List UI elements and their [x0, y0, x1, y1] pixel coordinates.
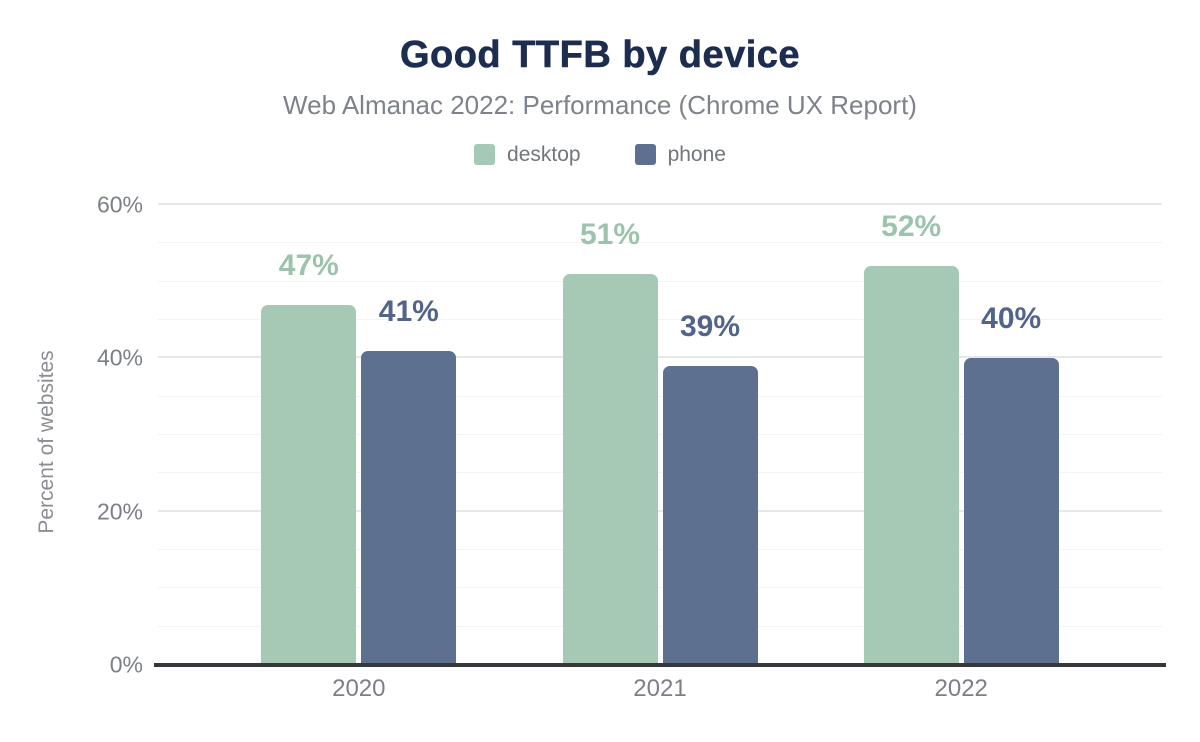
chart-subtitle: Web Almanac 2022: Performance (Chrome UX… — [283, 90, 917, 120]
legend-item-phone[interactable]: phone — [634, 143, 726, 166]
x-tick-label-2020: 2020 — [332, 675, 386, 702]
x-axis: 2020 2021 2022 — [158, 676, 1162, 706]
bar-label-desktop-2021: 51% — [579, 218, 641, 251]
y-tick-label-60: 60% — [96, 191, 143, 218]
bar-phone-2020[interactable]: 41% — [361, 296, 457, 665]
y-axis: 0% 20% 40% 60% — [0, 193, 143, 676]
bar-group-2020: 47% 41% — [259, 205, 459, 665]
gridline-45 — [158, 319, 1162, 320]
x-tick-label-2022: 2022 — [934, 675, 988, 702]
gridline-35 — [158, 395, 1162, 397]
bar-label-desktop-2022: 52% — [881, 210, 942, 244]
bar-label-phone-2020: 41% — [378, 294, 439, 328]
desktop-legend-label: desktop — [507, 143, 581, 166]
bar-label-phone-2021: 39% — [679, 310, 741, 343]
desktop-legend-swatch — [474, 144, 496, 165]
phone-legend-swatch — [634, 144, 656, 165]
bar-group-2022: 52% 40% — [861, 205, 1061, 665]
bar-desktop-2020[interactable]: 47% — [261, 250, 357, 665]
phone-legend-label: phone — [667, 143, 726, 166]
bar-group-2021: 51% 39% — [560, 205, 760, 665]
bar-desktop-2021[interactable]: 51% — [562, 220, 658, 665]
y-tick-label-0: 0% — [109, 651, 143, 678]
gridline-10 — [158, 587, 1162, 589]
gridline-30 — [158, 434, 1162, 435]
chart-title: Good TTFB by device — [399, 34, 801, 77]
x-axis-line — [154, 663, 1166, 667]
bar-phone-2022[interactable]: 40% — [963, 304, 1059, 665]
y-tick-label-20: 20% — [96, 498, 143, 525]
bar-label-desktop-2020: 47% — [278, 248, 339, 282]
bar-desktop-2022[interactable]: 52% — [863, 212, 959, 665]
plot-area: 47% 41% 51% 39% 52% 40% — [154, 203, 1166, 667]
gridline-20 — [158, 509, 1162, 512]
legend: desktop phone — [0, 144, 1200, 165]
gridline-50 — [158, 280, 1162, 282]
gridline-5 — [158, 625, 1162, 627]
gridline-60 — [158, 203, 1162, 205]
gridline-25 — [158, 472, 1162, 474]
y-tick-label-40: 40% — [96, 344, 143, 371]
gridline-55 — [158, 242, 1162, 244]
bar-phone-2021[interactable]: 39% — [662, 312, 758, 665]
legend-item-desktop[interactable]: desktop — [474, 144, 581, 165]
gridline-15 — [158, 549, 1162, 550]
bar-label-phone-2022: 40% — [981, 302, 1042, 336]
x-tick-label-2021: 2021 — [633, 675, 687, 702]
gridline-40 — [158, 356, 1162, 359]
